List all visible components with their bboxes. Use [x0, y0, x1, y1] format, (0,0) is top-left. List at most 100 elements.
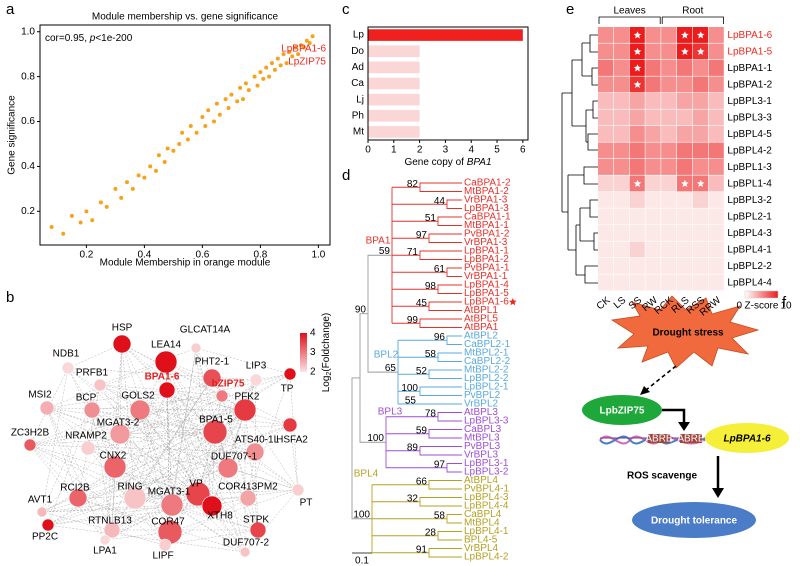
gene-text: LpBPA1-6 [723, 434, 770, 445]
edge [47, 505, 213, 526]
node-label: LPA1 [93, 546, 117, 557]
bootstrap: 58 [425, 349, 437, 360]
edge [211, 379, 257, 507]
point [243, 81, 248, 86]
bootstrap: 91 [416, 544, 428, 555]
branch [392, 318, 462, 328]
branch [386, 412, 462, 422]
x-tick-label: 1 [391, 145, 397, 156]
panel-label: b [6, 289, 14, 306]
heat-cell [661, 76, 677, 93]
heat-cell [598, 109, 614, 126]
motif-text: ABRE [677, 434, 705, 445]
bootstrap: 45 [416, 298, 428, 309]
arrow-head [640, 386, 650, 395]
node-label: VP [189, 479, 203, 490]
point [162, 159, 167, 164]
significance-star [633, 64, 642, 72]
point [212, 119, 216, 124]
heat-cell [613, 274, 629, 291]
edge [121, 343, 256, 453]
point [156, 153, 161, 158]
node-label: BPA1-6 [145, 372, 180, 383]
bootstrap: 44 [434, 196, 446, 207]
bar [368, 77, 420, 90]
point [299, 43, 303, 48]
heat-cell [613, 225, 629, 241]
point [284, 61, 289, 66]
heat-cell [598, 241, 614, 258]
leaf-label: LpBPA1-1 [464, 246, 509, 257]
edge [166, 389, 171, 533]
heat-cell [692, 192, 708, 208]
edge [47, 524, 246, 553]
heat-cell [613, 258, 629, 274]
significance-star [681, 47, 689, 55]
panel-label: d [342, 167, 350, 184]
leaf-label: LpBPA1-2 [464, 254, 509, 265]
bar [368, 93, 420, 106]
node [249, 373, 263, 387]
y-tick-label: 0.2 [21, 206, 35, 217]
edge [87, 447, 229, 469]
heat-cell [661, 109, 677, 126]
edge [165, 361, 291, 426]
heat-cell [645, 27, 661, 43]
heat-cell [629, 192, 645, 208]
edge [139, 409, 199, 495]
heat-cell [708, 60, 724, 76]
heat-cell [613, 241, 629, 258]
bootstrap: 59 [379, 246, 391, 257]
heat-cell [677, 76, 693, 93]
leaf-label: CaBPL4 [464, 509, 502, 520]
heat-cell [629, 225, 645, 241]
leaf-label: PvBPL3 [464, 441, 501, 452]
heat-cell [613, 76, 629, 93]
point [290, 54, 295, 59]
point [185, 137, 190, 142]
heat-cell [598, 60, 614, 76]
bootstrap: 65 [385, 363, 397, 374]
point [200, 115, 205, 120]
leaf-label: VrBPL2 [464, 399, 499, 410]
heat-cell [598, 43, 614, 60]
colorbar-label: Z-score [745, 301, 779, 312]
heat-cell [613, 43, 629, 60]
node [93, 378, 107, 392]
point [281, 52, 286, 57]
bootstrap: 59 [416, 425, 428, 436]
bootstrap: 61 [434, 264, 446, 275]
heat-cell [677, 126, 693, 142]
heat-cell [598, 93, 614, 109]
x-tick-label: 6 [520, 145, 526, 156]
row-label: LpBPL2-1 [727, 211, 772, 222]
node [217, 457, 239, 479]
plot-frame [367, 26, 529, 141]
leaf-label: VrBPA1-3 [464, 195, 508, 206]
point [261, 76, 266, 81]
branch [386, 429, 462, 439]
heatmap-dendrogram [561, 34, 598, 284]
significance-star [633, 80, 642, 88]
point [90, 218, 95, 223]
point [223, 97, 228, 102]
edge [114, 395, 223, 468]
heat-cell [692, 274, 708, 291]
edge [134, 497, 259, 531]
point [203, 124, 208, 129]
edge [121, 343, 199, 495]
bootstrap: 97 [434, 459, 446, 470]
point [310, 34, 315, 39]
leaf-label: VrBPL4 [464, 543, 499, 554]
colorbar-label-part: (Foldchange) [321, 313, 332, 372]
significance-star [696, 31, 705, 39]
heat-cell [661, 258, 677, 274]
edge [29, 444, 256, 453]
node [239, 546, 251, 558]
edge [195, 347, 291, 375]
edge [46, 407, 121, 435]
heat-cell [677, 159, 693, 175]
colorbar-tick-label: 0 [736, 301, 742, 312]
heat-cell [629, 109, 645, 126]
significance-star [681, 179, 689, 187]
